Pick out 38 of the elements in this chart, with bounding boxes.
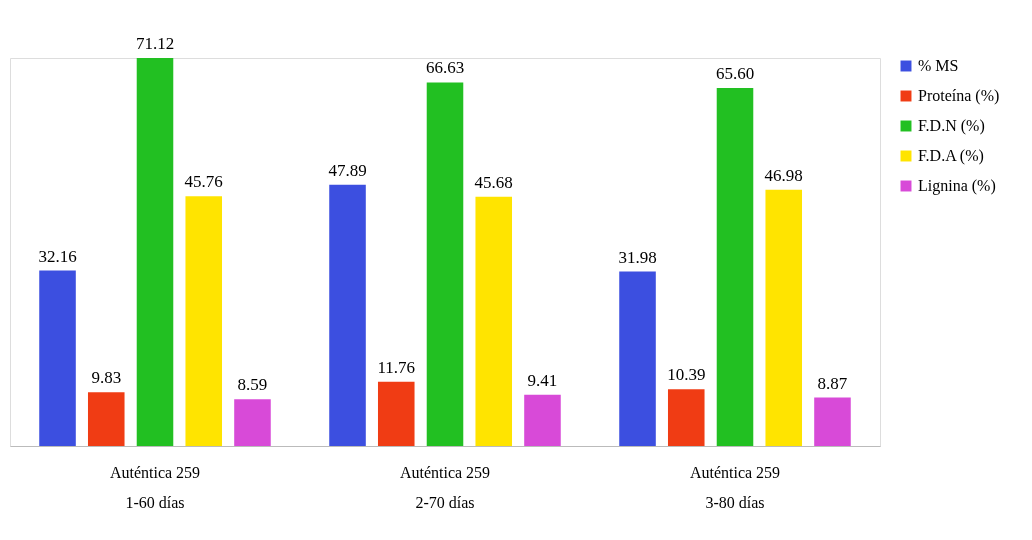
bar <box>765 189 803 446</box>
data-label: 8.59 <box>237 375 268 395</box>
bar <box>667 389 705 446</box>
legend-label: % MS <box>918 57 959 74</box>
data-label: 71.12 <box>135 34 175 53</box>
bar <box>475 196 513 446</box>
bar <box>185 196 223 446</box>
bar <box>814 397 851 446</box>
data-label: 8.87 <box>817 373 848 393</box>
bar <box>377 381 415 446</box>
bar <box>87 392 125 446</box>
x-tick-label: Auténtica 259 2-70 días <box>399 463 491 511</box>
bar <box>716 88 754 446</box>
data-label: 46.98 <box>764 165 803 185</box>
data-label: 10.39 <box>667 365 706 385</box>
data-label: 11.76 <box>377 357 416 377</box>
data-label: 32.16 <box>38 246 77 266</box>
data-label: 31.98 <box>618 247 657 267</box>
bar <box>234 399 271 446</box>
legend-label: Proteína (%) <box>918 87 1000 105</box>
bar <box>426 82 464 446</box>
bar <box>136 58 174 446</box>
data-label: 9.83 <box>91 368 122 388</box>
data-label: 66.63 <box>425 58 465 78</box>
x-tick-label: Auténtica 259 3-80 días <box>689 463 781 511</box>
data-label: 9.41 <box>527 370 558 390</box>
bar <box>524 394 561 446</box>
x-tick-label: Auténtica 259 1-60 días <box>109 463 201 511</box>
data-label: 45.68 <box>474 172 513 192</box>
bar <box>329 184 366 446</box>
data-label: 47.89 <box>328 160 367 180</box>
legend-label: F.D.N (%) <box>918 117 985 135</box>
legend-label: F.D.A (%) <box>918 147 984 165</box>
bar <box>619 271 656 446</box>
data-label: 45.76 <box>184 172 223 192</box>
bar <box>39 270 76 446</box>
legend-label: Lignina (%) <box>918 177 996 195</box>
data-label: 65.60 <box>715 64 755 84</box>
